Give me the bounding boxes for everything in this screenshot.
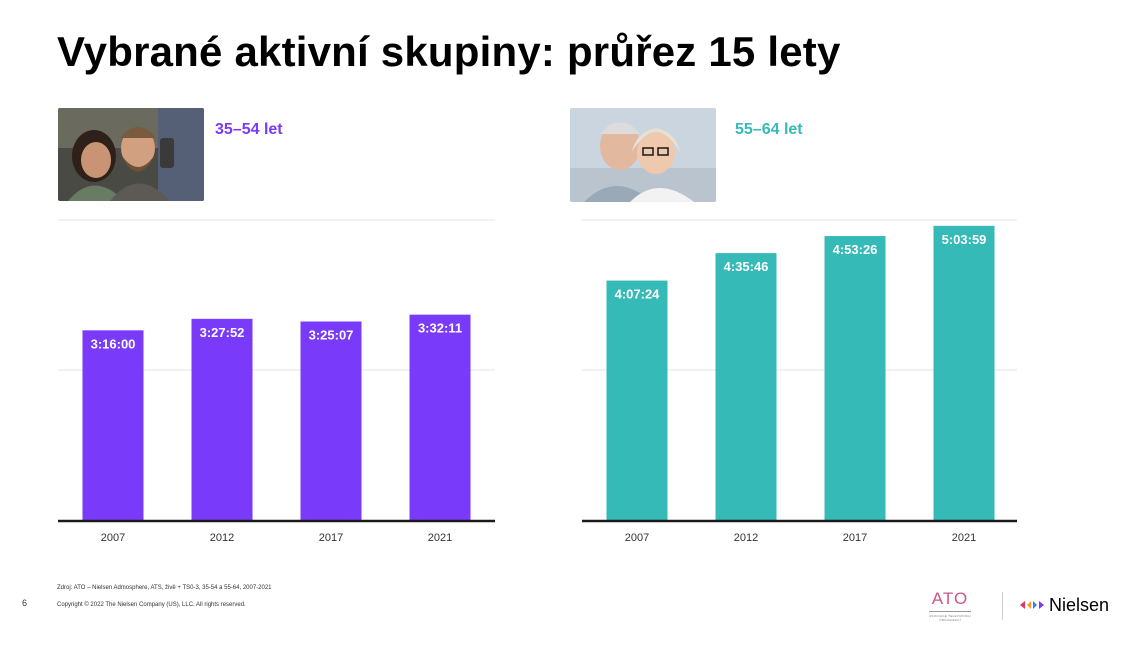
- x-tick-2007: 2007: [101, 532, 125, 544]
- copyright-note: Copyright © 2022 The Nielsen Company (US…: [57, 602, 246, 608]
- ato-logo-subtitle: ASOCIACE TELEVIZNÍCH ORGANIZACÍ: [929, 614, 971, 622]
- group-label-55-64: 55–64 let: [735, 121, 803, 138]
- x-tick-2017: 2017: [319, 532, 343, 544]
- data-label-2021: 3:32:11: [418, 321, 462, 336]
- couple-photo: [58, 108, 204, 201]
- senior-couple-photo: [570, 108, 716, 202]
- x-tick-2017: 2017: [843, 532, 867, 544]
- x-tick-2007: 2007: [625, 532, 649, 544]
- nielsen-logo-text: Nielsen: [1049, 594, 1110, 615]
- bar-2017: [300, 321, 362, 520]
- data-label-2021: 5:03:59: [942, 232, 987, 247]
- bar-2012: [191, 318, 253, 520]
- bar-2021: [409, 314, 471, 520]
- nielsen-logo-icon: [1020, 601, 1044, 609]
- data-label-2012: 3:27:52: [200, 325, 245, 340]
- slide-title: Vybrané aktivní skupiny: průřez 15 lety: [57, 28, 841, 75]
- data-label-2012: 4:35:46: [724, 259, 769, 274]
- x-tick-2021: 2021: [428, 532, 452, 544]
- x-tick-2021: 2021: [952, 532, 976, 544]
- data-label-2007: 3:16:00: [91, 336, 136, 351]
- page-number: 6: [22, 598, 28, 608]
- logo-divider: [1002, 592, 1003, 620]
- data-label-2017: 3:25:07: [309, 328, 354, 343]
- x-tick-2012: 2012: [734, 532, 758, 544]
- group-label-35-54: 35–54 let: [215, 121, 283, 138]
- x-tick-2012: 2012: [210, 532, 234, 544]
- bar-2012: [715, 253, 777, 520]
- nielsen-logo: Nielsen: [1020, 594, 1109, 616]
- data-label-2017: 4:53:26: [833, 242, 878, 257]
- ato-logo-rule: [929, 611, 971, 612]
- chart-35-54: 3:16:00 2007 3:27:52 2012 3:25:07 2017 3:32:11…: [58, 219, 495, 544]
- bar-2021: [933, 225, 995, 521]
- chart-55-64: 4:07:24 2007 4:35:46 2012 4:53:26 2017 5:03:59…: [582, 219, 1017, 544]
- bar-2017: [824, 236, 886, 520]
- bar-2007: [82, 330, 144, 520]
- source-note: Zdroj: ATO – Nielsen Admosphere, ATS, ži…: [57, 585, 272, 591]
- ato-logo-text: ATO: [931, 589, 969, 608]
- data-label-2007: 4:07:24: [615, 287, 661, 302]
- ato-logo: ATO ASOCIACE TELEVIZNÍCH ORGANIZACÍ: [925, 589, 975, 622]
- bar-2007: [606, 280, 668, 520]
